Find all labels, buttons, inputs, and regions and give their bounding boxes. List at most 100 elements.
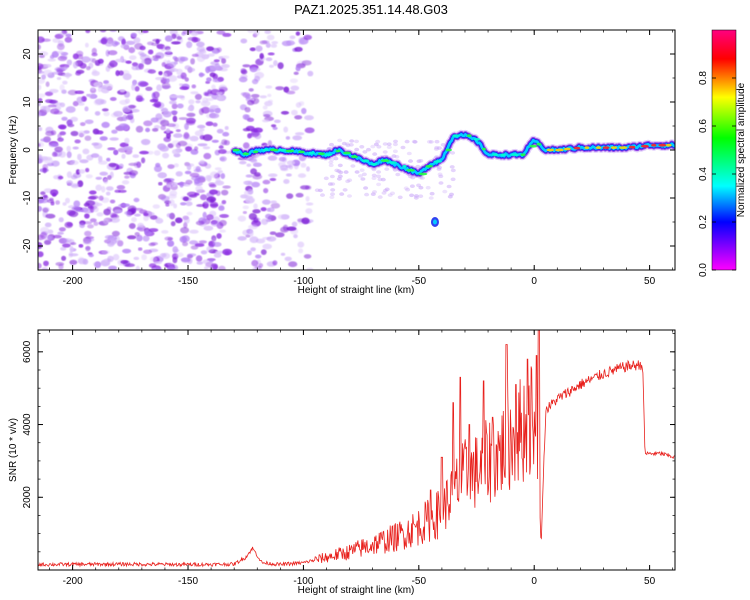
- noise-blob: [195, 166, 201, 172]
- colorbar-ticks: 0.0 0.2 0.4 0.6 0.8: [698, 71, 736, 277]
- noise-blob: [397, 195, 403, 200]
- noise-blob: [429, 191, 435, 196]
- noise-blob: [280, 226, 289, 233]
- noise-blob: [114, 189, 121, 193]
- x-tick-label: -150: [178, 576, 198, 587]
- noise-blob: [297, 173, 307, 178]
- noise-blob: [124, 211, 132, 215]
- ridge-core: [595, 146, 602, 150]
- noise-blob: [77, 102, 85, 106]
- noise-blob: [186, 191, 197, 197]
- noise-blob: [189, 240, 199, 245]
- noise-blob: [133, 197, 140, 203]
- noise-blob: [118, 123, 129, 130]
- noise-blob: [84, 237, 95, 242]
- noise-blob: [84, 213, 90, 219]
- noise-blob: [438, 174, 444, 179]
- noise-blob: [361, 172, 367, 177]
- noise-blob: [210, 65, 220, 71]
- noise-blob: [184, 170, 192, 175]
- noise-blob: [244, 107, 251, 113]
- noise-blob: [66, 59, 73, 66]
- noise-blob: [176, 103, 184, 109]
- noise-blob: [341, 141, 347, 146]
- noise-blob: [337, 163, 343, 168]
- noise-blob: [113, 209, 123, 214]
- snr-x-ticks: -200 -150 -100 -50 0 50: [49, 330, 674, 587]
- noise-blob: [66, 119, 73, 126]
- noise-blob: [148, 263, 157, 268]
- noise-blob: [354, 139, 359, 144]
- noise-blob: [345, 179, 351, 184]
- noise-blob: [250, 168, 257, 175]
- noise-blob: [148, 49, 154, 55]
- noise-blob: [259, 53, 264, 60]
- noise-blob: [170, 110, 178, 115]
- noise-blob: [146, 150, 154, 155]
- noise-blob: [179, 181, 184, 188]
- noise-blob: [152, 103, 161, 107]
- noise-blob: [286, 160, 296, 165]
- noise-blob: [201, 106, 211, 114]
- noise-blob: [122, 114, 128, 122]
- noise-blob: [433, 147, 439, 151]
- noise-blob: [247, 250, 252, 256]
- noise-blob: [132, 62, 138, 67]
- noise-blob: [89, 195, 99, 200]
- noise-blob: [52, 38, 61, 43]
- noise-blob: [173, 203, 178, 209]
- x-tick-label: -200: [63, 576, 83, 587]
- noise-blob: [291, 221, 298, 227]
- noise-blob: [85, 245, 91, 252]
- noise-blob: [285, 164, 292, 168]
- noise-blob: [404, 139, 410, 144]
- noise-blob: [219, 219, 227, 227]
- noise-blob: [167, 164, 175, 170]
- noise-blob: [196, 204, 205, 207]
- noise-blob: [173, 163, 179, 168]
- ridge-core: [546, 148, 555, 152]
- noise-blob: [241, 69, 248, 75]
- noise-blob: [128, 223, 136, 229]
- noise-blob: [172, 115, 178, 123]
- noise-blob: [135, 95, 143, 102]
- noise-blob: [268, 173, 278, 178]
- noise-blob: [295, 192, 304, 198]
- noise-blob: [199, 128, 205, 132]
- noise-blob: [251, 93, 260, 98]
- noise-blob: [218, 205, 225, 211]
- ridge-core: [500, 153, 506, 157]
- ridge-core: [640, 144, 649, 148]
- noise-blob: [68, 210, 79, 218]
- noise-blob: [248, 88, 254, 92]
- noise-blob: [176, 36, 182, 40]
- noise-blob: [242, 64, 251, 68]
- spectrogram-x-label: Height of straight line (km): [298, 285, 415, 296]
- noise-blob: [216, 91, 223, 96]
- noise-blob: [85, 200, 96, 207]
- noise-blob: [113, 150, 118, 155]
- noise-blob: [426, 140, 432, 144]
- noise-blob: [92, 69, 97, 74]
- noise-blob: [153, 261, 162, 265]
- noise-blob: [376, 174, 381, 179]
- ridge-core: [492, 153, 499, 157]
- noise-blob: [202, 146, 211, 150]
- ridge-core: [433, 160, 443, 163]
- noise-blob: [436, 146, 442, 150]
- noise-blob: [221, 64, 230, 69]
- noise-blob: [148, 228, 159, 233]
- noise-blob: [66, 145, 71, 152]
- noise-blob: [219, 156, 227, 162]
- noise-blob: [176, 68, 183, 76]
- noise-blob: [169, 94, 179, 99]
- noise-blob: [222, 32, 232, 37]
- noise-blob: [42, 167, 47, 174]
- noise-blob: [283, 126, 289, 133]
- ridge-core: [536, 142, 542, 146]
- noise-blob: [275, 86, 285, 91]
- noise-blob: [446, 184, 452, 189]
- noise-blob: [171, 33, 177, 39]
- noise-blob: [116, 185, 126, 190]
- noise-blob: [203, 200, 212, 205]
